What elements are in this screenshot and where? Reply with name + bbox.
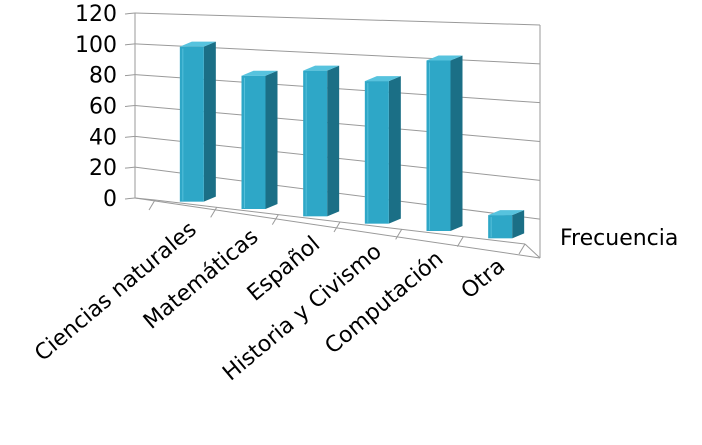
y-tick-label: 20	[89, 156, 117, 181]
chart-axes	[124, 12, 541, 259]
gridline	[134, 12, 541, 26]
bar	[426, 55, 463, 231]
bar-top	[303, 65, 340, 71]
bar-front	[488, 215, 513, 239]
x-tick-mark	[456, 236, 464, 247]
series-label: Frecuencia	[560, 226, 678, 251]
x-tick-mark	[333, 221, 341, 233]
x-tick-mark	[395, 229, 403, 240]
bar-top	[179, 41, 216, 47]
bar-front	[364, 81, 389, 224]
bar-top	[364, 76, 401, 82]
bar-side	[203, 41, 216, 202]
bar-side	[388, 76, 401, 224]
bar	[303, 65, 340, 217]
y-tick-mark	[124, 12, 136, 15]
y-tick-label: 40	[89, 125, 117, 150]
bar-side	[512, 210, 525, 239]
x-category-label: Computación	[321, 246, 449, 359]
bar	[179, 41, 216, 202]
y-tick-label: 0	[103, 187, 117, 212]
bar	[241, 70, 278, 209]
y-tick-label: 100	[75, 33, 117, 58]
y-tick-mark	[124, 166, 136, 169]
bar-top	[426, 55, 463, 61]
bar	[364, 76, 401, 224]
y-tick-mark	[124, 43, 136, 46]
y-tick-mark	[124, 105, 136, 107]
x-tick-mark	[210, 207, 218, 218]
bar-front	[179, 46, 204, 202]
bar-side	[327, 65, 340, 217]
chart-bars	[179, 41, 525, 239]
y-tick-mark	[124, 74, 136, 77]
bar-front	[426, 60, 451, 231]
y-tick-mark	[124, 197, 136, 200]
bar-front	[303, 70, 328, 217]
y-tick-mark	[124, 135, 136, 138]
y-tick-label: 120	[75, 2, 117, 27]
y-tick-label: 80	[89, 64, 117, 89]
bar-top	[241, 70, 278, 76]
x-tick-mark	[148, 199, 156, 211]
floor-left-edge	[134, 197, 156, 201]
bar	[488, 210, 525, 239]
gridline	[134, 197, 541, 259]
bar-side	[265, 70, 278, 209]
floor-right-edge	[524, 243, 541, 259]
x-tick-mark	[518, 243, 526, 255]
bar-front	[241, 75, 266, 209]
bar-side	[450, 55, 463, 231]
y-tick-label: 60	[89, 95, 117, 120]
x-tick-mark	[271, 214, 279, 225]
y-axis-tick-labels: 0 20 40 60 80 100 120	[75, 2, 117, 212]
x-category-label: Otra	[457, 254, 510, 304]
bar-top	[488, 210, 525, 216]
